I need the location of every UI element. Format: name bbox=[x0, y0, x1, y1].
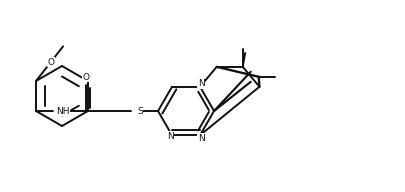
Text: NH: NH bbox=[56, 107, 70, 116]
Text: O: O bbox=[47, 58, 54, 67]
Text: O: O bbox=[82, 73, 89, 81]
Text: N: N bbox=[166, 132, 173, 141]
Text: N: N bbox=[197, 134, 204, 143]
Text: S: S bbox=[137, 107, 143, 116]
Text: N: N bbox=[197, 79, 204, 88]
